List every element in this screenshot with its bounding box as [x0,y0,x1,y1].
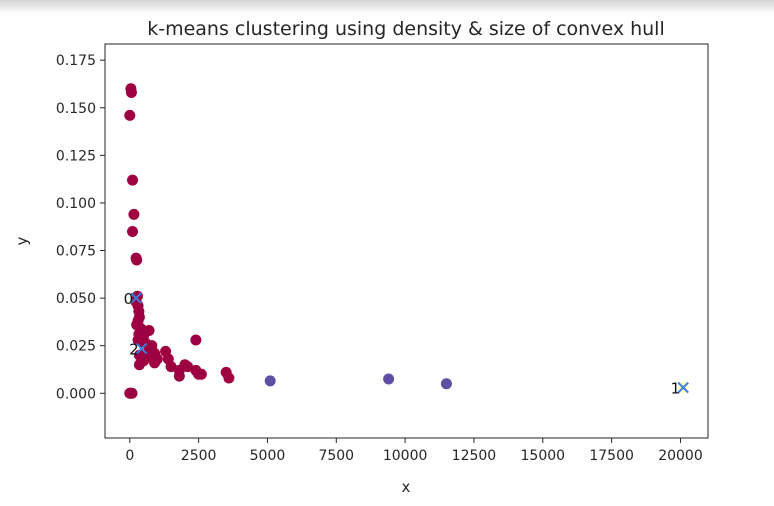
data-point-cluster-1 [440,378,452,390]
data-point-cluster-0 [195,368,207,380]
centroid-marker [130,292,142,304]
x-tick-label: 12500 [452,448,497,464]
data-point-cluster-0 [125,87,137,99]
centroid-label: 2 [129,341,139,359]
x-tick-label: 20000 [658,448,703,464]
data-point-cluster-1 [383,373,395,385]
x-tick-label: 15000 [521,448,566,464]
x-axis-label: x [402,478,411,496]
data-point-cluster-0 [182,361,194,373]
y-tick-label: 0.075 [56,244,96,260]
data-point-cluster-0 [125,387,137,399]
centroid-label: 1 [671,380,681,398]
y-tick-label: 0.150 [56,101,96,117]
data-point-cluster-0 [127,174,139,186]
y-axis: 0.000 0.025 0.050 0.075 0.100 0.125 0.150 0.175 [56,53,105,402]
data-point-cluster-0 [143,324,155,336]
data-point-cluster-0 [127,225,139,237]
y-tick-label: 0.175 [56,53,96,69]
x-tick-label: 0 [125,448,134,464]
x-tick-label: 17500 [589,448,634,464]
x-tick-label: 2500 [181,448,217,464]
y-tick-label: 0.050 [56,291,96,307]
data-point-cluster-0 [128,208,140,220]
data-point-cluster-1 [264,375,276,387]
centroid-layer: 0 1 2 [124,290,689,398]
centroid-marker [135,342,148,355]
data-point-cluster-0 [173,370,185,382]
x-tick-label: 5000 [250,448,286,464]
centroid-marker [677,381,689,394]
points-layer [124,83,689,399]
data-point-cluster-0 [190,334,202,346]
data-point-cluster-0 [124,109,136,121]
x-tick-label: 7500 [318,448,354,464]
data-point-cluster-0 [133,359,145,371]
y-tick-label: 0.125 [56,148,96,164]
plot-frame [104,43,709,439]
data-point-cluster-0 [131,254,143,266]
y-tick-label: 0.025 [56,339,96,355]
x-axis: 0 2500 5000 7500 10000 12500 15000 17500 20000 [125,438,703,464]
window-top-shadow [0,0,774,14]
x-tick-label: 10000 [383,448,428,464]
centroid-label: 0 [124,290,134,308]
chart-title: k-means clustering using density & size … [147,18,665,40]
data-point-cluster-0 [223,372,235,384]
y-tick-label: 0.100 [56,196,96,212]
y-tick-label: 0.000 [56,386,96,402]
data-point-cluster-0 [165,361,177,373]
y-axis-label: y [13,236,31,245]
data-point-cluster-0 [149,357,161,369]
